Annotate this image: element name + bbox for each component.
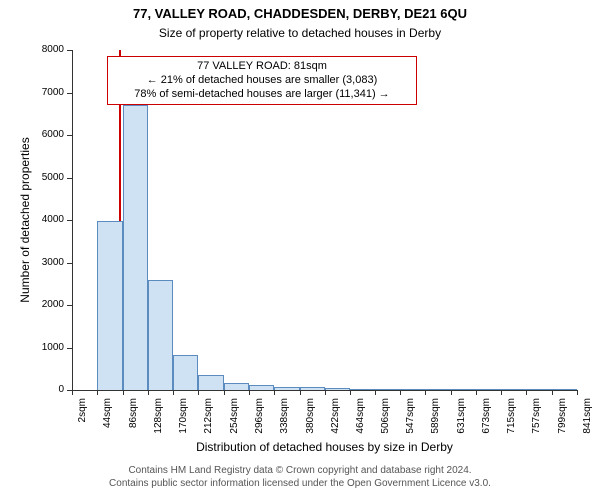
x-tick-label: 631sqm — [456, 398, 467, 438]
y-tick-label: 0 — [24, 384, 64, 395]
x-tick-mark — [577, 390, 578, 395]
histogram-bar — [274, 387, 299, 390]
x-tick-mark — [400, 390, 401, 395]
footer-line-1: Contains HM Land Registry data © Crown c… — [0, 464, 600, 477]
histogram-bar — [501, 389, 526, 390]
x-tick-label: 380sqm — [305, 398, 316, 438]
x-tick-mark — [425, 390, 426, 395]
annotation-line-2: ← 21% of detached houses are smaller (3,… — [114, 74, 410, 88]
x-tick-mark — [501, 390, 502, 395]
x-tick-label: 338sqm — [279, 398, 290, 438]
x-tick-mark — [325, 390, 326, 395]
x-tick-label: 547sqm — [405, 398, 416, 438]
x-tick-mark — [350, 390, 351, 395]
x-tick-mark — [123, 390, 124, 395]
histogram-bar — [476, 389, 501, 390]
x-tick-mark — [224, 390, 225, 395]
histogram-bar — [300, 387, 325, 390]
x-tick-mark — [97, 390, 98, 395]
footer-line-2: Contains public sector information licen… — [0, 477, 600, 490]
x-axis-label: Distribution of detached houses by size … — [72, 440, 577, 454]
x-tick-label: 841sqm — [582, 398, 593, 438]
histogram-bar — [400, 389, 425, 390]
x-tick-mark — [300, 390, 301, 395]
annotation-box: 77 VALLEY ROAD: 81sqm ← 21% of detached … — [107, 56, 417, 105]
histogram-bar — [375, 389, 400, 390]
chart-title: 77, VALLEY ROAD, CHADDESDEN, DERBY, DE21… — [0, 6, 600, 21]
plot-area: 77 VALLEY ROAD: 81sqm ← 21% of detached … — [72, 50, 577, 390]
histogram-bar — [552, 389, 577, 390]
x-tick-mark — [526, 390, 527, 395]
histogram-bar — [123, 105, 148, 390]
histogram-bar — [325, 388, 350, 390]
footer-attribution: Contains HM Land Registry data © Crown c… — [0, 464, 600, 490]
y-tick-mark — [67, 135, 72, 136]
y-tick-label: 5000 — [24, 172, 64, 183]
x-tick-label: 86sqm — [128, 398, 139, 438]
annotation-line-3: 78% of semi-detached houses are larger (… — [114, 88, 410, 102]
histogram-bar — [249, 385, 274, 390]
x-tick-label: 506sqm — [380, 398, 391, 438]
x-tick-label: 2sqm — [77, 398, 88, 438]
annotation-line-1: 77 VALLEY ROAD: 81sqm — [114, 60, 410, 74]
x-tick-mark — [375, 390, 376, 395]
histogram-bar — [224, 383, 249, 390]
x-tick-mark — [476, 390, 477, 395]
x-tick-label: 715sqm — [506, 398, 517, 438]
x-tick-mark — [173, 390, 174, 395]
y-tick-label: 4000 — [24, 214, 64, 225]
histogram-bar — [425, 389, 450, 390]
y-tick-label: 7000 — [24, 87, 64, 98]
y-tick-mark — [67, 305, 72, 306]
histogram-bar — [451, 389, 476, 390]
y-tick-label: 1000 — [24, 342, 64, 353]
x-tick-label: 212sqm — [203, 398, 214, 438]
y-tick-mark — [67, 178, 72, 179]
x-tick-label: 799sqm — [557, 398, 568, 438]
x-tick-label: 589sqm — [430, 398, 441, 438]
x-tick-mark — [198, 390, 199, 395]
chart-subtitle: Size of property relative to detached ho… — [0, 26, 600, 40]
x-tick-mark — [249, 390, 250, 395]
y-axis-line — [72, 50, 73, 390]
histogram-bar — [526, 389, 551, 390]
x-tick-label: 254sqm — [229, 398, 240, 438]
x-tick-label: 170sqm — [178, 398, 189, 438]
y-tick-mark — [67, 348, 72, 349]
x-tick-label: 128sqm — [153, 398, 164, 438]
histogram-bar — [148, 280, 173, 391]
x-tick-mark — [148, 390, 149, 395]
y-tick-label: 3000 — [24, 257, 64, 268]
x-tick-mark — [552, 390, 553, 395]
histogram-bar — [173, 355, 198, 390]
x-tick-label: 44sqm — [102, 398, 113, 438]
x-tick-label: 673sqm — [481, 398, 492, 438]
y-tick-mark — [67, 93, 72, 94]
y-tick-label: 6000 — [24, 129, 64, 140]
x-tick-label: 422sqm — [330, 398, 341, 438]
chart-container: { "chart": { "type": "histogram", "title… — [0, 0, 600, 500]
y-tick-label: 8000 — [24, 44, 64, 55]
x-tick-mark — [274, 390, 275, 395]
histogram-bar — [350, 389, 375, 390]
y-tick-mark — [67, 263, 72, 264]
y-tick-mark — [67, 50, 72, 51]
histogram-bar — [97, 221, 122, 390]
x-tick-mark — [72, 390, 73, 395]
x-tick-mark — [451, 390, 452, 395]
y-tick-mark — [67, 220, 72, 221]
histogram-bar — [198, 375, 223, 390]
x-tick-label: 757sqm — [531, 398, 542, 438]
x-tick-label: 464sqm — [355, 398, 366, 438]
x-tick-label: 296sqm — [254, 398, 265, 438]
y-tick-label: 2000 — [24, 299, 64, 310]
